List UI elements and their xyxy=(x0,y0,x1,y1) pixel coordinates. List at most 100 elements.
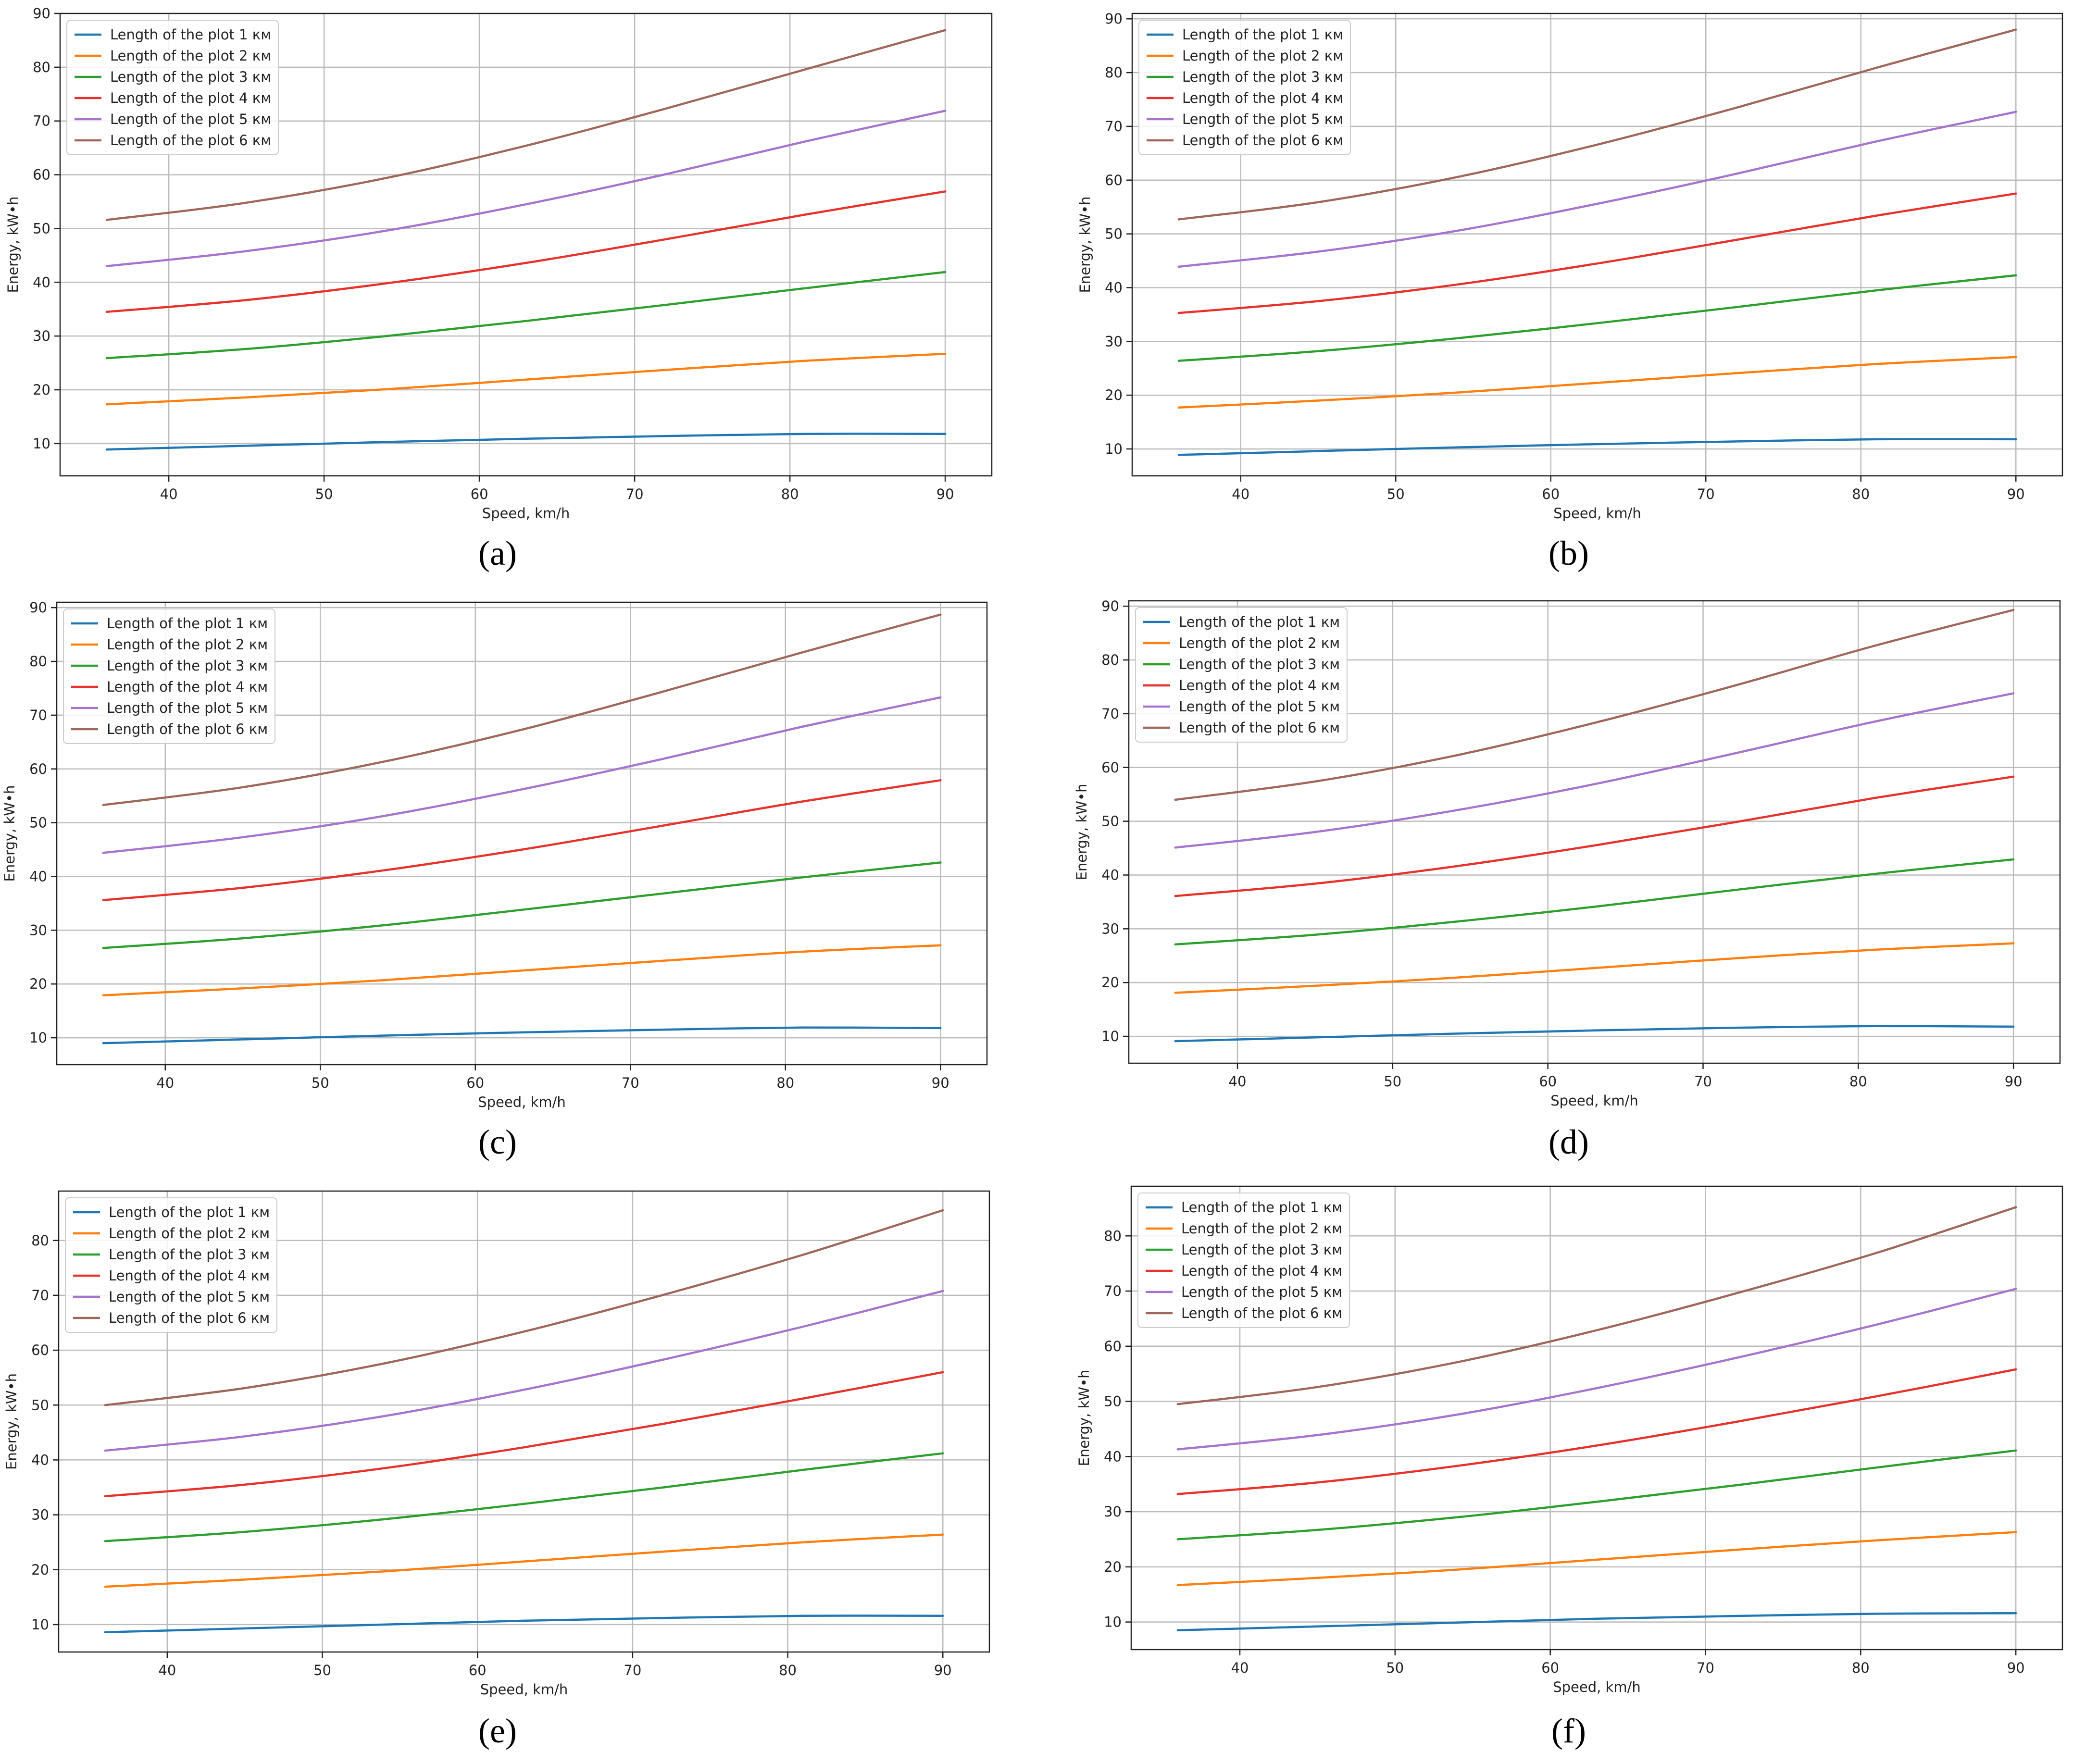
y-tick-label: 20 xyxy=(1104,1559,1122,1575)
x-tick-label: 50 xyxy=(313,1662,331,1678)
panel-label: (e) xyxy=(478,1712,517,1750)
y-tick-label: 10 xyxy=(1105,441,1123,457)
y-tick-label: 50 xyxy=(1101,813,1119,830)
y-tick-label: 90 xyxy=(29,599,47,616)
x-tick-label: 40 xyxy=(160,486,178,502)
series-line-6 xyxy=(105,29,947,221)
y-tick-label: 50 xyxy=(29,815,47,831)
y-axis-label: Energy, kW•h xyxy=(1074,784,1090,881)
y-tick-label: 40 xyxy=(31,1452,49,1468)
legend: Length of the plot 1 км Length of the plo… xyxy=(1138,20,1351,155)
series-line-4 xyxy=(102,779,942,901)
y-tick-label: 30 xyxy=(1104,1503,1122,1520)
y-tick-label: 40 xyxy=(29,868,47,884)
legend: Length of the plot 1 км Length of the plo… xyxy=(1137,1193,1350,1328)
legend-box xyxy=(1135,607,1348,743)
legend-label: Length of the plot 2 км xyxy=(110,48,271,64)
series-line-1 xyxy=(1177,438,2017,456)
legend-label: Length of the plot 4 км xyxy=(110,90,271,106)
y-tick-label: 10 xyxy=(29,1030,47,1046)
y-tick-label: 10 xyxy=(1104,1614,1122,1630)
axes-frame xyxy=(58,1190,990,1653)
axes-frame xyxy=(1130,1185,2063,1651)
y-tick-label: 20 xyxy=(31,1562,49,1578)
y-tick-label: 60 xyxy=(1105,172,1123,188)
series-line-3 xyxy=(1177,274,2017,362)
x-tick-label: 60 xyxy=(471,486,488,502)
legend-label: Length of the plot 2 км xyxy=(1179,635,1340,651)
legend-label: Length of the plot 1 км xyxy=(1181,1199,1342,1216)
chart-panel-b: 40 50 60 70 80 90 10 20 30 40 50 60 70 80 90 Speed, km/… xyxy=(1077,11,2063,522)
y-axis-label: Energy, kW•h xyxy=(1,785,18,882)
axes-frame xyxy=(1131,12,2063,477)
series-line-1 xyxy=(104,1615,944,1634)
legend-box xyxy=(1137,1193,1350,1328)
legend-label: Length of the plot 5 км xyxy=(107,700,268,716)
legend-label: Length of the plot 2 км xyxy=(1181,1220,1342,1237)
series-line-1 xyxy=(105,433,947,451)
x-tick-label: 40 xyxy=(1232,486,1249,502)
legend-label: Length of the plot 1 км xyxy=(1179,614,1340,630)
series-line-5 xyxy=(1176,1288,2017,1451)
panel-label: (d) xyxy=(1549,1123,1589,1161)
x-tick-label: 90 xyxy=(937,486,954,502)
y-tick-label: 90 xyxy=(1101,598,1119,614)
legend-label: Length of the plot 3 км xyxy=(109,1246,270,1263)
y-tick-label: 10 xyxy=(1101,1028,1119,1044)
legend-label: Length of the plot 6 км xyxy=(110,132,271,149)
x-tick-label: 90 xyxy=(934,1662,952,1678)
series-line-2 xyxy=(102,944,942,996)
y-tick-label: 80 xyxy=(31,1232,49,1249)
legend-label: Length of the plot 4 км xyxy=(109,1267,270,1284)
y-tick-label: 60 xyxy=(29,761,47,777)
x-tick-label: 50 xyxy=(312,1075,329,1091)
y-tick-label: 70 xyxy=(33,113,50,129)
y-tick-label: 60 xyxy=(33,167,50,183)
y-axis-label: Energy, kW•h xyxy=(5,197,21,293)
x-tick-label: 70 xyxy=(1694,1073,1712,1090)
axes-frame xyxy=(59,12,993,477)
x-axis-label: Speed, km/h xyxy=(1553,1679,1641,1695)
panel-label: (b) xyxy=(1549,534,1589,572)
legend-label: Length of the plot 4 км xyxy=(1182,90,1343,106)
series-line-6 xyxy=(102,613,942,806)
y-tick-label: 30 xyxy=(29,922,47,938)
series-line-6 xyxy=(1177,28,2017,221)
x-tick-label: 70 xyxy=(622,1075,639,1091)
legend-label: Length of the plot 6 км xyxy=(107,721,268,737)
x-tick-label: 50 xyxy=(315,486,333,502)
x-axis-label: Speed, km/h xyxy=(1553,505,1641,522)
x-tick-label: 40 xyxy=(1229,1073,1247,1090)
series-line-5 xyxy=(102,696,942,854)
legend: Length of the plot 1 км Length of the plo… xyxy=(66,20,279,155)
legend-label: Length of the plot 3 км xyxy=(110,69,271,85)
x-tick-label: 50 xyxy=(1386,1660,1404,1676)
series-line-5 xyxy=(1177,111,2017,268)
y-tick-label: 40 xyxy=(1101,867,1119,883)
chart-panel-f: 40 50 60 70 80 90 10 20 30 40 50 60 70 80 Speed, km/h E… xyxy=(1076,1185,2063,1695)
y-tick-label: 40 xyxy=(1105,279,1123,296)
series-line-4 xyxy=(104,1371,944,1498)
x-tick-label: 60 xyxy=(469,1662,487,1678)
y-axis-label: Energy, kW•h xyxy=(1076,1370,1092,1466)
y-axis-label: Energy, kW•h xyxy=(3,1373,20,1470)
x-tick-label: 70 xyxy=(1697,1660,1714,1676)
y-tick-label: 80 xyxy=(33,59,50,75)
x-tick-label: 80 xyxy=(1852,1660,1870,1676)
legend-label: Length of the plot 1 км xyxy=(107,615,268,632)
y-tick-label: 50 xyxy=(33,220,50,236)
legend-box xyxy=(1138,20,1351,155)
series-line-2 xyxy=(104,1533,944,1588)
gridlines xyxy=(57,602,987,1065)
y-tick-label: 60 xyxy=(1101,759,1119,776)
panel-label: (a) xyxy=(478,534,517,572)
y-tick-label: 30 xyxy=(31,1507,49,1523)
legend-label: Length of the plot 5 км xyxy=(1181,1284,1342,1300)
chart-panel-c: 40 50 60 70 80 90 10 20 30 40 50 60 70 80 90 Speed, km/… xyxy=(1,599,988,1110)
x-axis-label: Speed, km/h xyxy=(1550,1093,1638,1109)
series-line-6 xyxy=(1176,1206,2017,1405)
x-tick-label: 80 xyxy=(1852,486,1870,502)
series-line-2 xyxy=(1174,942,2015,994)
axes-frame xyxy=(56,601,988,1066)
